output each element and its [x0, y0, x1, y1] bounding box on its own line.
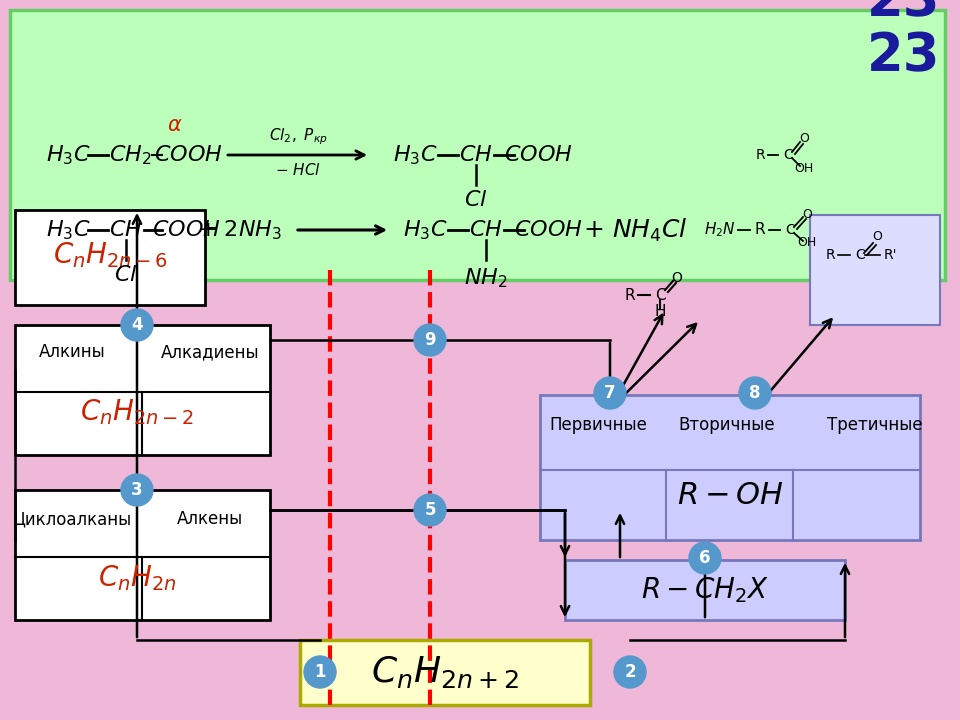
Text: 9: 9: [424, 331, 436, 349]
Text: C: C: [783, 148, 793, 162]
Text: $H_3C$: $H_3C$: [393, 143, 438, 167]
Text: OH: OH: [794, 163, 814, 176]
Text: 23: 23: [867, 0, 940, 27]
Text: $R-CH_2X$: $R-CH_2X$: [641, 575, 769, 605]
Text: $NH_2$: $NH_2$: [465, 266, 508, 289]
FancyBboxPatch shape: [810, 215, 940, 325]
Text: C: C: [655, 287, 665, 302]
Text: Третичные: Третичные: [828, 416, 923, 434]
Text: $+\ 2NH_3$: $+\ 2NH_3$: [198, 218, 282, 242]
Text: OH: OH: [798, 236, 817, 250]
Text: C: C: [785, 223, 795, 237]
Text: $C_nH_{2n-2}$: $C_nH_{2n-2}$: [80, 397, 194, 427]
Text: $Cl_2,\ P_{кр}$: $Cl_2,\ P_{кр}$: [269, 127, 327, 148]
Text: $C_nH_{2n+2}$: $C_nH_{2n+2}$: [371, 654, 519, 690]
Text: 2: 2: [624, 663, 636, 681]
Circle shape: [614, 656, 646, 688]
Text: R': R': [883, 248, 897, 262]
Text: $Cl$: $Cl$: [465, 190, 488, 210]
Text: $CH$: $CH$: [459, 145, 492, 165]
Text: $-\ HCl$: $-\ HCl$: [275, 162, 321, 178]
FancyBboxPatch shape: [10, 10, 945, 280]
Circle shape: [414, 494, 446, 526]
Text: 8: 8: [749, 384, 760, 402]
Text: $COOH$: $COOH$: [152, 220, 221, 240]
Text: $CH$: $CH$: [469, 220, 503, 240]
Text: $H_2N$: $H_2N$: [704, 220, 736, 239]
Text: $COOH$: $COOH$: [514, 220, 583, 240]
Text: Вторичные: Вторичные: [679, 416, 776, 434]
Text: Алкадиены: Алкадиены: [160, 343, 259, 361]
Text: C: C: [855, 248, 865, 262]
Text: $CH_2$: $CH_2$: [108, 143, 152, 167]
Text: 3: 3: [132, 481, 143, 499]
Circle shape: [739, 377, 771, 409]
Text: O: O: [802, 209, 812, 222]
Text: Циклоалканы: Циклоалканы: [12, 510, 132, 528]
Text: Первичные: Первичные: [549, 416, 647, 434]
Text: 4: 4: [132, 316, 143, 334]
Circle shape: [594, 377, 626, 409]
Circle shape: [304, 656, 336, 688]
Text: Алкины: Алкины: [38, 343, 106, 361]
Text: 23: 23: [867, 30, 940, 82]
Text: O: O: [799, 132, 809, 145]
FancyBboxPatch shape: [540, 395, 920, 540]
Text: $COOH$: $COOH$: [154, 145, 223, 165]
Text: 1: 1: [314, 663, 325, 681]
Text: R: R: [625, 287, 636, 302]
Circle shape: [689, 542, 721, 574]
Text: $+\ NH_4Cl$: $+\ NH_4Cl$: [583, 217, 687, 243]
Text: $R-OH$: $R-OH$: [677, 480, 783, 510]
Text: $C_nH_{2n-6}$: $C_nH_{2n-6}$: [53, 240, 167, 270]
Text: O: O: [672, 271, 683, 285]
FancyBboxPatch shape: [565, 560, 845, 620]
Text: 7: 7: [604, 384, 615, 402]
Circle shape: [121, 474, 153, 506]
Text: $CH$: $CH$: [109, 220, 143, 240]
Circle shape: [414, 324, 446, 356]
Text: $C_nH_{2n}$: $C_nH_{2n}$: [98, 563, 177, 593]
FancyBboxPatch shape: [300, 640, 590, 705]
Text: R: R: [756, 148, 765, 162]
Text: $COOH$: $COOH$: [504, 145, 572, 165]
Text: $H_3C$: $H_3C$: [402, 218, 447, 242]
Text: $H_3C$: $H_3C$: [46, 218, 90, 242]
Text: 6: 6: [699, 549, 710, 567]
Text: R: R: [755, 222, 765, 238]
FancyBboxPatch shape: [15, 325, 270, 455]
Text: $\alpha$: $\alpha$: [167, 115, 182, 135]
Text: O: O: [872, 230, 882, 243]
Text: $H_3C$: $H_3C$: [46, 143, 90, 167]
Text: $Cl$: $Cl$: [114, 265, 138, 285]
Text: Алкены: Алкены: [177, 510, 243, 528]
Text: R: R: [826, 248, 835, 262]
FancyBboxPatch shape: [15, 490, 270, 620]
Text: 5: 5: [424, 501, 436, 519]
Text: H: H: [655, 305, 665, 320]
FancyBboxPatch shape: [15, 210, 205, 305]
Circle shape: [121, 309, 153, 341]
